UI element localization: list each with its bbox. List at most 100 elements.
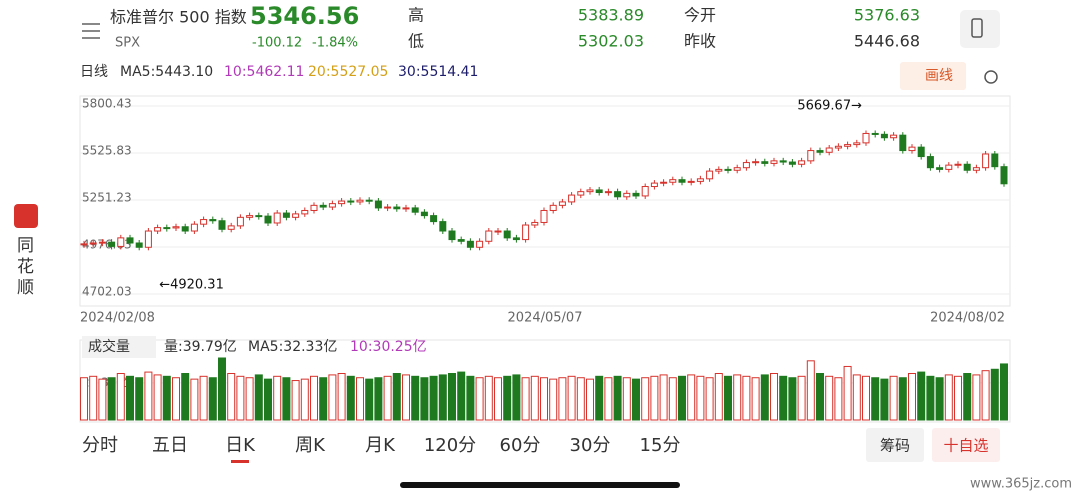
candle (439, 221, 447, 232)
volume-bar (586, 378, 594, 421)
tab[interactable]: 五日 (152, 435, 188, 456)
candle (632, 192, 640, 197)
settings-icon[interactable] (984, 70, 998, 84)
ma5: MA5:5443.10 (120, 64, 213, 80)
candle (963, 163, 971, 171)
candle (89, 242, 97, 245)
draw-button[interactable] (900, 62, 966, 90)
volume-bar (926, 375, 935, 421)
device-icon (971, 18, 983, 38)
volume-bar (944, 374, 953, 421)
volume-bar (126, 375, 134, 421)
volume-bar (494, 377, 502, 421)
label: 低 (408, 32, 424, 51)
tab[interactable]: 15分 (640, 435, 681, 456)
candle (540, 209, 548, 223)
tab[interactable]: 日K (225, 435, 256, 456)
volume-bar (328, 374, 337, 421)
candle (568, 194, 576, 203)
volume-bar (935, 377, 944, 421)
candle (365, 199, 373, 202)
volume-bar (779, 375, 788, 421)
volume-bar (806, 360, 815, 421)
volume-bar (788, 377, 797, 421)
value: 5302.03 (578, 32, 644, 51)
candle (853, 142, 861, 146)
volume-bar (558, 377, 567, 421)
candle (678, 179, 686, 183)
back-icon[interactable] (82, 23, 100, 39)
candle (982, 153, 990, 169)
tab[interactable]: 120分 (424, 435, 476, 456)
candle (98, 241, 106, 244)
volume-bar (135, 377, 144, 421)
vol: 量:39.79亿 (164, 339, 237, 355)
volume-bar (337, 373, 346, 421)
candle (687, 180, 695, 183)
volume-bar (162, 375, 171, 421)
volume-bar (319, 377, 328, 421)
candle (282, 212, 290, 218)
home-indicator (400, 482, 680, 488)
device-button[interactable] (960, 10, 1000, 48)
candle (788, 161, 796, 165)
candle (356, 199, 364, 203)
volume-bar (852, 374, 861, 421)
volume-bar (770, 373, 778, 421)
tab[interactable]: 周K (295, 435, 326, 456)
volume-bar (576, 377, 585, 421)
volume-bar (116, 373, 125, 421)
candle (871, 132, 879, 135)
ma30: 30:5514.41 (398, 64, 478, 80)
volume-bar (834, 377, 843, 421)
tab[interactable]: 月K (365, 435, 396, 456)
candle (761, 161, 769, 164)
volume-bar (622, 377, 631, 421)
candle (945, 164, 953, 170)
volume-bar (816, 373, 824, 421)
candle (236, 216, 244, 227)
chip-button[interactable] (866, 428, 924, 462)
label: 高 (408, 6, 424, 25)
volume-bar (797, 375, 806, 421)
candle (108, 241, 116, 247)
candle (476, 240, 484, 248)
candle (218, 220, 226, 230)
volume-bar (98, 378, 107, 421)
volume-bar (190, 378, 199, 421)
candle (770, 160, 778, 164)
candle (660, 181, 668, 184)
watch-button[interactable] (932, 428, 1000, 462)
candle (706, 170, 714, 180)
candle (880, 133, 888, 139)
volume-bar (521, 377, 530, 421)
candle (144, 230, 152, 248)
tab-indicator (231, 460, 249, 463)
candle (558, 201, 566, 206)
candle (798, 160, 806, 165)
candle (246, 215, 254, 218)
volume-bar (981, 370, 990, 421)
volume-bar (107, 377, 116, 421)
volume-bar (273, 375, 282, 421)
volume-bar (300, 378, 309, 421)
ma20: 20:5527.05 (308, 64, 388, 80)
volume-bar (843, 365, 852, 421)
candle (512, 237, 520, 241)
candle (503, 230, 511, 239)
volume-select[interactable] (82, 336, 156, 358)
volume-bar (199, 375, 208, 421)
volume-bar (880, 378, 889, 421)
volume-bar (696, 375, 705, 421)
tab[interactable]: 30分 (570, 435, 611, 456)
candle (623, 192, 631, 198)
tab[interactable]: 分时 (82, 435, 118, 456)
candle (420, 211, 428, 217)
tab[interactable]: 60分 (500, 435, 541, 456)
candle (641, 186, 649, 197)
candle (154, 227, 162, 232)
candle (936, 167, 944, 170)
volume-bar (1000, 363, 1008, 421)
candle (402, 207, 410, 210)
